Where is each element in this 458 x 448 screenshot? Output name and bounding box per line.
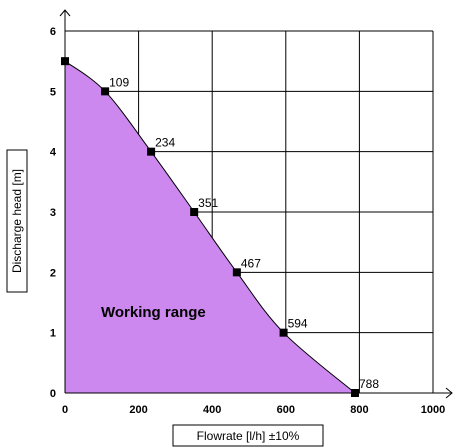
- data-points: [61, 57, 359, 397]
- y-tick-label: 4: [50, 147, 57, 159]
- x-tick-label: 1000: [421, 404, 445, 416]
- y-tick-label: 0: [50, 388, 56, 400]
- point-label: 109: [109, 75, 129, 89]
- point-labels: 109 234 351 467 594 788: [109, 75, 379, 391]
- x-tick-label: 200: [129, 404, 147, 416]
- y-tick-label: 2: [50, 267, 56, 279]
- point-label: 351: [198, 196, 218, 210]
- y-axis-arrow: [59, 9, 71, 17]
- y-tick-label: 6: [50, 26, 56, 38]
- axes: [59, 9, 453, 399]
- data-point-marker: [101, 87, 110, 96]
- data-point-marker: [61, 57, 69, 66]
- x-axis-arrow: [445, 387, 453, 399]
- data-point-marker: [279, 328, 288, 337]
- y-axis-title: Discharge head [m]: [10, 169, 24, 273]
- y-tick-label: 5: [50, 86, 56, 98]
- data-point-marker: [147, 147, 156, 156]
- point-label: 234: [155, 136, 175, 150]
- data-point-marker: [232, 268, 241, 277]
- working-range-label: Working range: [101, 304, 206, 321]
- point-label: 788: [359, 377, 379, 391]
- x-tick-label: 400: [203, 404, 221, 416]
- x-axis-title: Flowrate [l/h] ±10%: [197, 429, 300, 443]
- x-axis-title-box: Flowrate [l/h] ±10%: [172, 424, 324, 447]
- point-label: 467: [241, 256, 261, 270]
- x-tick-label: 600: [277, 404, 295, 416]
- data-point-marker: [350, 389, 359, 397]
- working-range-area: [65, 61, 355, 394]
- x-tick-label: 800: [350, 404, 368, 416]
- y-tick-label: 3: [50, 207, 56, 219]
- point-label: 594: [288, 317, 308, 331]
- y-tick-label: 1: [50, 328, 56, 340]
- data-point-marker: [190, 208, 199, 216]
- x-tick-label: 0: [62, 404, 68, 416]
- y-axis-title-box: Discharge head [m]: [6, 149, 28, 293]
